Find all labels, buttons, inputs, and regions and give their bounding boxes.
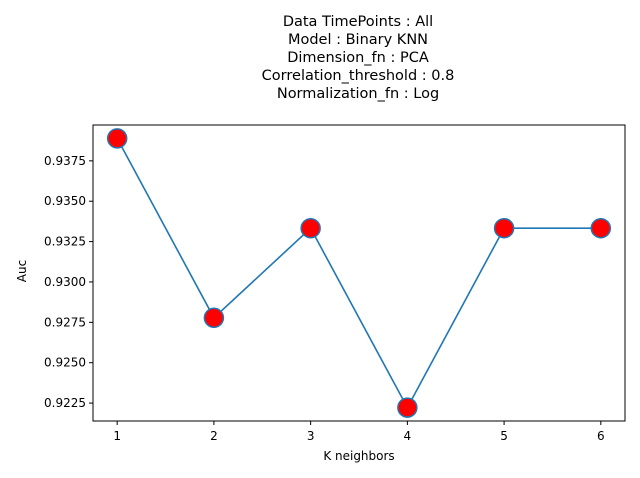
y-tick-label-2: 0.9275 xyxy=(44,315,86,329)
plot-frame xyxy=(92,124,626,422)
title-line-1: Data TimePoints : All xyxy=(283,14,433,30)
x-tick-label-0: 1 xyxy=(113,429,121,443)
data-point-0 xyxy=(106,128,128,149)
y-axis-label: Auc xyxy=(15,260,29,282)
y-tick-label-6: 0.9375 xyxy=(44,154,86,168)
x-tick-label-4: 5 xyxy=(500,429,508,443)
title-line-4: Correlation_threshold : 0.8 xyxy=(262,68,455,84)
y-tick-label-5: 0.9350 xyxy=(44,194,86,208)
data-point-5 xyxy=(590,217,612,239)
data-point-3 xyxy=(397,397,418,418)
series-line xyxy=(116,138,601,410)
plot-area: 1 2 3 4 5 6 0.9225 0.9250 0.9275 0.9300 0.9325 0.93… xyxy=(44,124,626,443)
title-line-5: Normalization_fn : Log xyxy=(277,86,439,102)
x-tick-label-1: 2 xyxy=(210,429,218,443)
y-tick-label-1: 0.9250 xyxy=(44,356,86,370)
y-tick-label-4: 0.9325 xyxy=(44,235,86,249)
title-line-3: Dimension_fn : PCA xyxy=(287,50,429,66)
data-point-4 xyxy=(493,217,515,239)
x-tick-label-3: 4 xyxy=(404,429,412,443)
data-point-1 xyxy=(203,307,225,329)
title-line-2: Model : Binary KNN xyxy=(288,32,428,48)
x-tick-label-2: 3 xyxy=(307,429,315,443)
chart-title: Data TimePoints : All Model : Binary KNN… xyxy=(262,14,455,102)
y-tick-label-0: 0.9225 xyxy=(44,396,86,410)
x-axis-label: K neighbors xyxy=(323,449,394,463)
data-point-2 xyxy=(300,217,321,239)
x-tick-label-5: 6 xyxy=(597,429,605,443)
y-tick-label-3: 0.9300 xyxy=(44,275,86,289)
